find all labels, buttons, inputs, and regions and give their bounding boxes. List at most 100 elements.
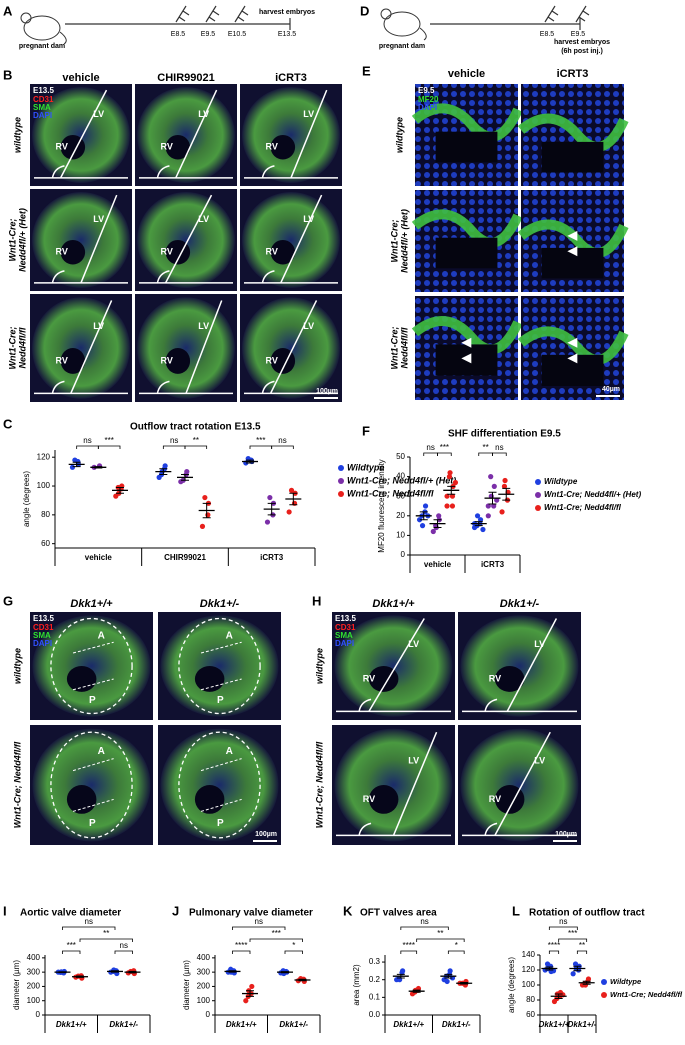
significance-bracket [97,445,121,449]
panel-label: L [512,903,520,918]
y-tick-label: 60 [41,539,50,548]
panel-label: F [362,423,370,438]
row-label: wildtype [12,648,22,684]
chamber-label: RV [489,673,501,683]
column-label: Dkk1+/+ [372,598,415,610]
significance-label: ** [579,941,585,950]
tissue [32,615,151,717]
error-bar [246,459,254,464]
valve-diameter [72,641,114,654]
error-bar [474,521,483,527]
data-point [485,503,491,509]
angle-arc [484,822,498,836]
significance-bracket [416,938,465,942]
significance-bracket [492,452,507,456]
significance-label: *** [272,929,281,938]
significance-label: **** [235,941,247,950]
valve-outline [178,617,261,715]
chamber-label: LV [534,755,545,765]
angle-arc [261,165,275,179]
chamber-label: LV [93,109,104,119]
y-tick-label: 120 [522,965,536,974]
rotation-line [269,300,318,394]
syringe [575,5,590,23]
chamber-label: RV [56,142,68,152]
chart-title: SHF differentiation E9.5 [448,429,561,440]
legend-label: Wnt1-Cre; Nedd4fl/fl [544,503,622,512]
error-bar [444,973,453,979]
chart-title: Rotation of outflow tract [529,908,645,919]
error-bar [502,487,511,501]
lumen [368,785,399,814]
y-tick-label: 400 [27,953,41,962]
myocardium [517,219,629,258]
valve-label: A [226,630,233,641]
y-tick-label: 120 [37,452,51,461]
stage-label: E13.5 [33,614,54,623]
significance-label: ns [495,443,503,452]
chart-title: Aortic valve diameter [20,908,121,919]
significance-bracket [62,950,81,954]
x-tick-label: Dkk1+/- [568,1020,597,1029]
error-bar [419,511,428,521]
scale-label: 40µm [602,386,620,393]
data-point [480,526,486,533]
legend-marker [535,505,541,511]
panel-label: A [3,3,13,18]
column-label: Dkk1+/- [500,598,540,610]
stain-label: SMA [33,631,51,640]
myocardium [411,209,523,248]
angle-arc [156,270,170,284]
error-bar [181,474,189,481]
error-bar [545,966,554,971]
y-axis-label: diameter (µm) [12,960,21,1010]
significance-bracket [576,950,588,954]
y-tick-label: 30 [396,491,405,500]
scale-label: 100µm [255,831,277,838]
syringe [175,5,190,23]
significance-label: * [292,941,295,950]
valve-label: A [226,746,233,757]
data-point [264,519,271,525]
data-point [243,998,249,1004]
tissue [242,192,340,288]
data-point [69,464,76,470]
chamber-label: RV [161,142,173,152]
column-label: iCRT3 [275,72,307,84]
row-label: wildtype [12,117,22,153]
y-axis-label: MF20 fluorescent intensity [377,459,386,552]
y-tick-label: 300 [27,967,41,976]
data-point [501,483,508,489]
row-label: Wnt1-Cre; Nedd4fl/fl [12,741,22,828]
row-label: Nedd4fl/+ (Het) [399,209,409,273]
data-point [267,494,273,501]
data-point [449,503,456,509]
syringe [205,5,220,23]
legend-label: Wildtype [347,462,384,472]
significance-bracket [437,452,452,456]
legend-label: Wildtype [544,477,578,486]
error-bar [202,502,211,519]
y-axis-label: angle (degrees) [22,471,31,527]
tissue [32,297,130,399]
data-point [550,968,557,974]
x-tick-label: Dkk1+/+ [56,1020,87,1029]
significance-label: *** [67,941,76,950]
y-tick-label: 400 [197,953,211,962]
data-point [288,487,295,493]
error-bar [573,965,582,972]
valve-label: P [89,818,96,829]
tissue [160,728,279,842]
valve-outline [178,731,261,839]
arrowhead [461,337,472,348]
data-point [286,509,292,515]
x-tick-label: Dkk1+/- [109,1020,138,1029]
rotation-line [185,300,223,394]
error-bar [76,975,84,978]
chamber-label: RV [56,355,68,365]
data-point [452,479,459,486]
lumen [270,348,296,374]
y-tick-label: 300 [197,967,211,976]
data-point [447,470,453,476]
legend-marker [535,492,541,498]
